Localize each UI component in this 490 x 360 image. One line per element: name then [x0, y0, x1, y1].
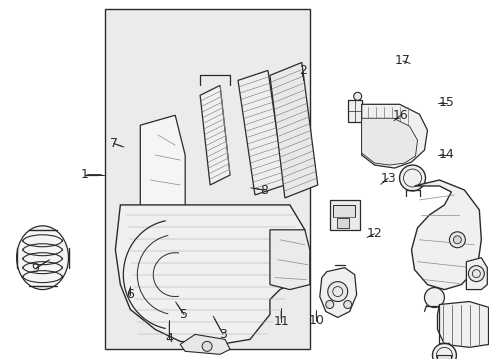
Polygon shape	[200, 85, 230, 185]
Circle shape	[453, 236, 462, 244]
Text: 10: 10	[308, 314, 324, 327]
Text: 6: 6	[126, 288, 134, 301]
Text: 11: 11	[273, 315, 289, 328]
Ellipse shape	[17, 226, 69, 289]
Text: 5: 5	[180, 308, 188, 321]
Circle shape	[468, 266, 484, 282]
Polygon shape	[412, 180, 481, 289]
Text: 9: 9	[31, 262, 39, 275]
Text: 13: 13	[380, 172, 396, 185]
Text: 15: 15	[439, 96, 455, 109]
Circle shape	[399, 165, 425, 191]
Text: 4: 4	[165, 332, 173, 345]
Circle shape	[328, 282, 348, 302]
Circle shape	[343, 301, 352, 309]
Polygon shape	[466, 258, 488, 289]
Circle shape	[326, 301, 334, 309]
Polygon shape	[175, 215, 185, 245]
Text: 14: 14	[439, 148, 455, 161]
Polygon shape	[438, 302, 490, 347]
Text: 7: 7	[110, 137, 118, 150]
Circle shape	[424, 288, 444, 307]
Circle shape	[433, 343, 456, 360]
Polygon shape	[320, 268, 357, 318]
Text: 1: 1	[81, 168, 89, 181]
Circle shape	[449, 232, 466, 248]
Bar	[438, 355, 451, 360]
Circle shape	[354, 92, 362, 100]
Bar	[348, 100, 362, 122]
Polygon shape	[362, 118, 417, 165]
Bar	[105, 9, 310, 349]
Bar	[330, 200, 360, 230]
Bar	[337, 218, 349, 228]
Circle shape	[202, 341, 212, 351]
Text: 12: 12	[367, 227, 382, 240]
Text: 17: 17	[395, 54, 411, 67]
Polygon shape	[270, 62, 318, 198]
Polygon shape	[140, 115, 185, 240]
Polygon shape	[238, 71, 285, 195]
Polygon shape	[362, 104, 427, 168]
Text: 16: 16	[392, 109, 408, 122]
Bar	[333, 205, 355, 217]
Text: 2: 2	[299, 64, 307, 77]
Polygon shape	[270, 230, 310, 289]
Text: 3: 3	[219, 328, 227, 341]
Polygon shape	[180, 334, 230, 354]
Polygon shape	[115, 205, 305, 345]
Text: 8: 8	[261, 184, 269, 197]
